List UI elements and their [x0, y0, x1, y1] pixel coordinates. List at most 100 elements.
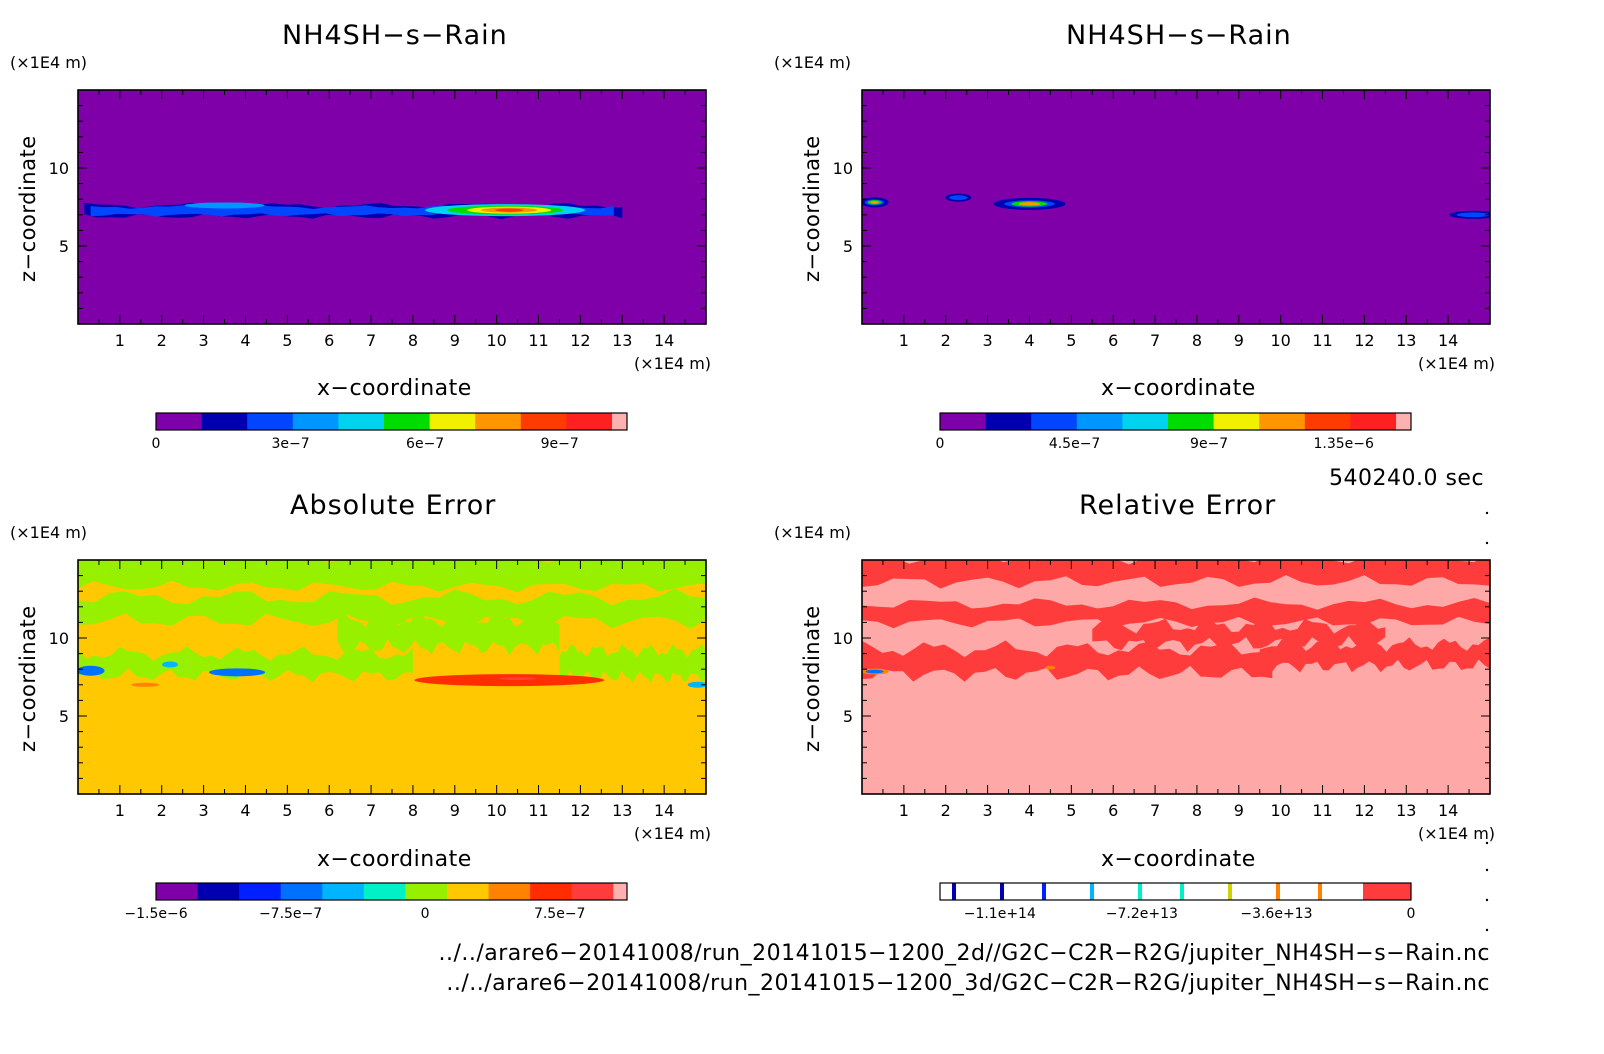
panel2-colorbar-seg	[1350, 413, 1397, 430]
panel4-y-unit: (×1E4 m)	[774, 523, 852, 542]
panel2-colorbar-tick: 0	[936, 436, 945, 452]
panel2-colorbar-tick: 1.35e−6	[1313, 436, 1374, 452]
panel1-xtick-label: 13	[612, 331, 632, 350]
panel3-xtick-label: 4	[240, 801, 250, 820]
panel2-colorbar-seg	[1076, 413, 1123, 430]
panel1-xtick-label: 4	[240, 331, 250, 350]
edge-dot	[1485, 541, 1489, 545]
panel3-blob-left	[78, 665, 105, 676]
panel4-red-3	[1092, 617, 1386, 652]
panel3-xtick-label: 9	[450, 801, 460, 820]
panel4-xtick-label: 6	[1108, 801, 1118, 820]
panel2-xtick-label: 14	[1438, 331, 1458, 350]
panel1-colorbar-seg	[566, 413, 613, 430]
panel3-y-unit: (×1E4 m)	[10, 523, 88, 542]
panel1-colorbar-seg	[520, 413, 567, 430]
panel3-colorbar-seg	[197, 883, 240, 900]
panel2-xtick-label: 6	[1108, 331, 1118, 350]
panel4-red-4	[862, 640, 1273, 682]
panel1-colorbar-tick: 9e−7	[541, 436, 579, 452]
panel2-colorbar-seg	[1213, 413, 1260, 430]
panel2-xtick-label: 11	[1312, 331, 1332, 350]
panel4-colorbar-line	[1042, 883, 1046, 900]
panel1-colorbar-seg	[201, 413, 248, 430]
panel3-xtick-label: 1	[115, 801, 125, 820]
panel4-xtick-label: 8	[1192, 801, 1202, 820]
panel2-field	[862, 90, 1490, 324]
panel1-xtick-label: 6	[324, 331, 334, 350]
edge-dot	[1485, 928, 1489, 932]
panel3-ytick-label: 5	[59, 707, 69, 726]
panel1-ytick-label: 5	[59, 237, 69, 256]
panel2-xtick-label: 2	[941, 331, 951, 350]
panel4-x-unit: (×1E4 m)	[1418, 824, 1496, 843]
panel3-colorbar-seg	[571, 883, 614, 900]
panel4-colorbar-line	[952, 883, 956, 900]
panel4-xtick-label: 14	[1438, 801, 1458, 820]
panel4-xtick-label: 3	[983, 801, 993, 820]
panel1-xtick-label: 9	[450, 331, 460, 350]
panel2-title: NH4SH−s−Rain	[1066, 20, 1292, 51]
edge-dot	[1485, 868, 1489, 872]
panel3-colorbar-seg	[488, 883, 531, 900]
panel2-xtick-label: 4	[1024, 331, 1034, 350]
panel3-blob-orange	[130, 682, 159, 687]
panel3-colorbar-tick: −1.5e−6	[124, 906, 187, 922]
panel1-xtick-label: 11	[528, 331, 548, 350]
panel2-blob-2-mid	[949, 195, 968, 201]
panel4-ytick-label: 10	[833, 629, 853, 648]
panel1-colorbar-seg	[292, 413, 339, 430]
panel3-upper-green-2	[78, 588, 706, 629]
panel3-blob-right	[687, 681, 706, 688]
panel4-xtick-label: 2	[941, 801, 951, 820]
panel1-blob-lightblue	[184, 202, 265, 209]
panel3-colorbar-seg	[280, 883, 323, 900]
panel2-xtick-label: 7	[1150, 331, 1160, 350]
panel2-colorbar-seg	[1122, 413, 1169, 430]
panel1-xtick-label: 2	[157, 331, 167, 350]
panel3-colorbar-seg	[363, 883, 406, 900]
panel3-upper-green-3	[337, 610, 560, 656]
panel3-colorbar-seg	[405, 883, 448, 900]
panel3-xtick-label: 7	[366, 801, 376, 820]
panel1-colorbar-seg	[247, 413, 294, 430]
footer-file-2d: ../../arare6−20141008/run_20141015−1200_…	[438, 941, 1490, 966]
panel1-xtick-label: 5	[282, 331, 292, 350]
panel4-colorbar-tick: 0	[1407, 906, 1416, 922]
panel3-colorbar-seg	[239, 883, 282, 900]
panel2-colorbar-seg	[1259, 413, 1306, 430]
panel4-title: Relative Error	[1079, 490, 1277, 521]
panel1-ytick-label: 10	[49, 159, 69, 178]
panel3-colorbar-seg	[446, 883, 490, 900]
panel2-colorbar-seg	[1168, 413, 1215, 430]
panel2-xtick-label: 5	[1066, 331, 1076, 350]
panel2-blob-4-mid	[1456, 212, 1490, 218]
panel3-colorbar-seg	[156, 883, 199, 900]
panel3-colorbar-tick: 0	[421, 906, 430, 922]
panel2-colorbar-seg	[940, 413, 987, 430]
edge-dot	[1485, 511, 1489, 515]
panel4-xtick-label: 1	[899, 801, 909, 820]
panel2-colorbar-frame	[939, 412, 1412, 431]
panel2-colorbar-seg	[1031, 413, 1078, 430]
panel4-blob-left-core	[865, 669, 884, 674]
panel1-xtick-label: 7	[366, 331, 376, 350]
panel3-xtick-label: 10	[486, 801, 506, 820]
panel4-colorbar-frame	[939, 882, 1412, 901]
panel1-colorbar-seg	[475, 413, 522, 430]
panel3-upper-green-1	[78, 560, 706, 593]
panel3-xtick-label: 14	[654, 801, 674, 820]
panel1-xtick-label: 3	[199, 331, 209, 350]
panel2-blob-1-core	[870, 200, 879, 204]
panel1-xlabel: x−coordinate	[317, 376, 472, 401]
panel4-xtick-label: 5	[1066, 801, 1076, 820]
panel1-colorbar-seg	[612, 413, 628, 430]
panel1-core-red	[495, 208, 524, 212]
panel2-ytick-label: 10	[833, 159, 853, 178]
panel2-colorbar-tick: 4.5e−7	[1049, 436, 1101, 452]
panel1-colorbar-frame	[155, 412, 628, 431]
time-label: 540240.0 sec	[1329, 466, 1485, 491]
panel3-xtick-label: 8	[408, 801, 418, 820]
panel3-blob-mid	[209, 668, 266, 677]
